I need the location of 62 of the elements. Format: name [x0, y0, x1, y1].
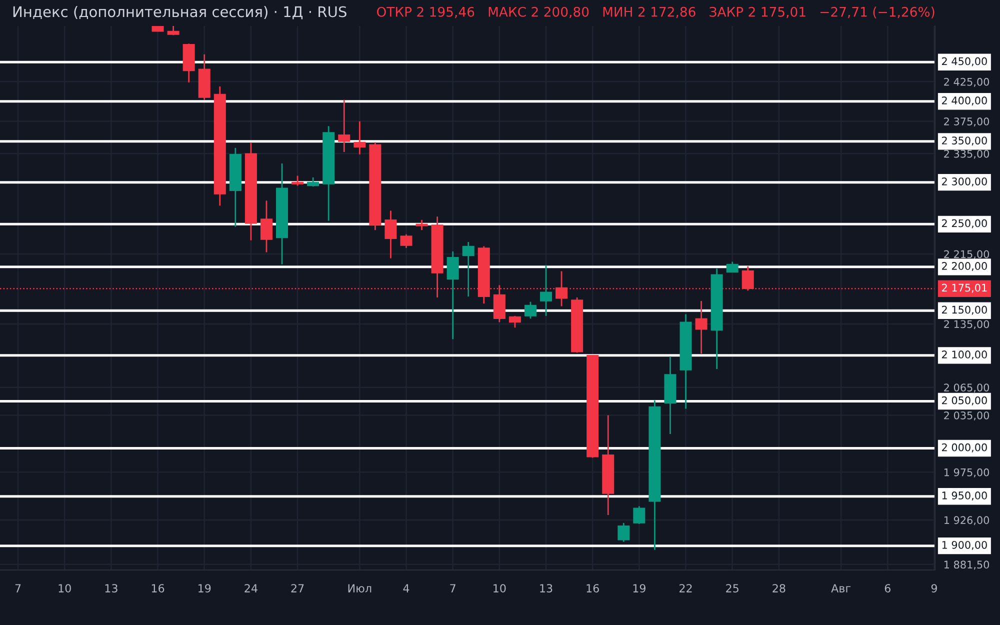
x-tick-label: 6 — [884, 584, 890, 592]
candlestick — [462, 241, 474, 298]
y-tick-label: 2 375,00 — [944, 118, 990, 126]
candlestick — [400, 234, 412, 249]
ref-line-label: 2 175,01 — [942, 284, 987, 293]
y-tick-label: 2 035,00 — [944, 411, 990, 420]
candlestick — [416, 219, 428, 231]
candlestick — [540, 264, 552, 317]
ref-line-label: 1 900,00 — [942, 540, 987, 550]
candlestick — [446, 250, 459, 340]
ref-line-label: 2 050,00 — [942, 396, 987, 406]
ref-line-label: 2 000,00 — [942, 443, 987, 452]
chart-subtitle: ОТКР 2 195,46 МАКС 2 200,80 МИН 2 172,86 ЗАКР 2 175,01 −27,71 (−1,26%) — [376, 6, 934, 18]
candlestick — [618, 522, 630, 543]
y-tick-label: 2 425,00 — [944, 78, 990, 87]
ref-line-label: 2 150,00 — [942, 306, 987, 315]
x-tick-label: 9 — [931, 584, 937, 592]
x-tick-label: 19 — [198, 584, 211, 592]
x-tick-label: 19 — [633, 584, 646, 592]
x-tick-label: 25 — [726, 584, 738, 592]
x-tick-label: 10 — [494, 584, 506, 592]
candlestick — [292, 175, 304, 186]
y-tick-label: 2 215,00 — [944, 250, 990, 260]
x-tick-label: 7 — [15, 584, 21, 592]
x-tick-label: 13 — [540, 584, 552, 592]
ref-line-label: 2 350,00 — [942, 136, 987, 146]
candlestick — [354, 120, 366, 156]
x-tick-label: 27 — [291, 584, 304, 592]
x-tick-label: 16 — [586, 584, 599, 592]
y-tick-label: 1 881,50 — [944, 560, 990, 570]
ref-line-label: 2 250,00 — [942, 219, 987, 228]
y-tick-label: 2 335,00 — [944, 150, 990, 159]
candlestick — [338, 99, 350, 153]
x-tick-label: 13 — [105, 584, 118, 592]
x-tick-label: Июл — [348, 584, 372, 592]
y-tick-label: 2 135,00 — [944, 320, 990, 330]
ref-line-label: 2 450,00 — [942, 57, 987, 66]
x-tick-label: 28 — [772, 584, 786, 592]
x-tick-label: 22 — [680, 584, 692, 592]
chart-title: Индекс (дополнительная сессия) · 1Д · RUS — [13, 6, 346, 20]
y-tick-label: 1 975,00 — [944, 468, 990, 478]
candlestick — [508, 315, 521, 328]
x-tick-label: 16 — [152, 584, 164, 592]
ref-line-label: 2 100,00 — [942, 350, 987, 360]
x-tick-label: 24 — [244, 584, 258, 592]
candlestick — [633, 505, 646, 525]
candlestick — [726, 261, 738, 273]
x-tick-label: 10 — [58, 584, 71, 592]
candlestick — [695, 300, 708, 354]
candlestick — [260, 200, 272, 253]
ref-line-label: 1 950,00 — [942, 492, 987, 500]
candlestick — [524, 301, 536, 320]
x-tick-label: 7 — [450, 584, 456, 592]
ref-line-label: 2 400,00 — [942, 96, 987, 106]
x-tick-label: 4 — [403, 584, 410, 592]
y-tick-label: 1 926,00 — [944, 516, 990, 526]
x-tick-label: Авг — [831, 584, 850, 592]
y-tick-label: 2 065,00 — [944, 384, 990, 393]
candlestick — [307, 176, 320, 188]
ref-line-label: 2 200,00 — [942, 262, 987, 271]
candlestick — [384, 210, 397, 259]
ref-line-label: 2 300,00 — [942, 177, 987, 186]
